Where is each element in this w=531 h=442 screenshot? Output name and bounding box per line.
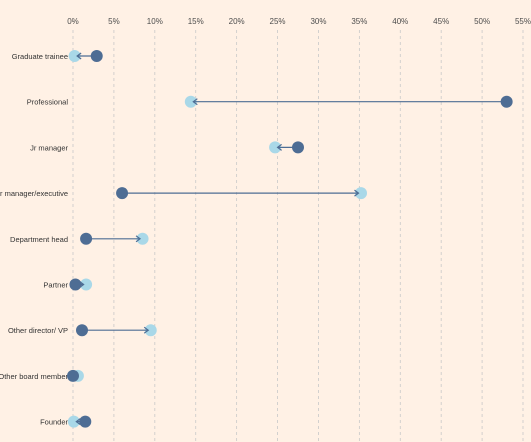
connector-arrowhead	[143, 326, 150, 334]
connector-arrowhead	[75, 418, 81, 426]
x-tick-label: 35%	[351, 17, 367, 26]
connector-arrowhead	[135, 235, 142, 243]
category-label: Jr manager	[30, 143, 68, 152]
category-label: Other board member	[0, 372, 68, 381]
category-label: Professional	[27, 98, 69, 107]
x-tick-label: 40%	[392, 17, 408, 26]
x-tick-label: 5%	[108, 17, 120, 26]
category-label: Graduate trainee	[12, 52, 68, 61]
connector-arrowhead	[76, 52, 82, 60]
end-marker	[184, 95, 197, 108]
connector-arrowhead	[354, 189, 360, 197]
category-labels: Graduate trainee Professional Jr manager Sr…	[0, 52, 68, 427]
category-label: Department head	[10, 235, 68, 244]
x-tick-label: 15%	[188, 17, 204, 26]
end-marker	[355, 187, 367, 200]
connector-arrowhead	[192, 98, 198, 106]
x-tick-label: 20%	[229, 17, 245, 26]
end-marker	[269, 141, 282, 154]
end-marker	[80, 278, 93, 291]
grid-lines	[72, 30, 524, 442]
x-tick-label: 0%	[67, 17, 79, 26]
category-label: Sr manager/executive	[0, 189, 68, 198]
connector-arrowhead	[276, 143, 282, 151]
x-tick-label: 45%	[433, 17, 449, 26]
x-tick-label: 55%	[515, 17, 531, 26]
end-marker	[136, 232, 149, 245]
end-marker	[144, 324, 157, 337]
x-axis-tick-labels: 0% 5% 10% 15% 20% 25% 30% 35% 40% 45% 50% 55%	[67, 17, 531, 26]
category-label: Other director/ VP	[8, 326, 68, 335]
connector-arrowhead	[79, 281, 85, 288]
connectors	[71, 52, 507, 426]
category-label: Partner	[43, 281, 68, 290]
connector-arrowhead	[71, 372, 77, 380]
x-tick-label: 50%	[474, 17, 490, 26]
end-marker	[67, 415, 80, 428]
end-marker	[68, 50, 81, 62]
category-label: Founder	[40, 418, 68, 427]
x-tick-label: 25%	[270, 17, 286, 26]
x-tick-label: 30%	[310, 17, 326, 26]
x-tick-label: 10%	[147, 17, 163, 26]
